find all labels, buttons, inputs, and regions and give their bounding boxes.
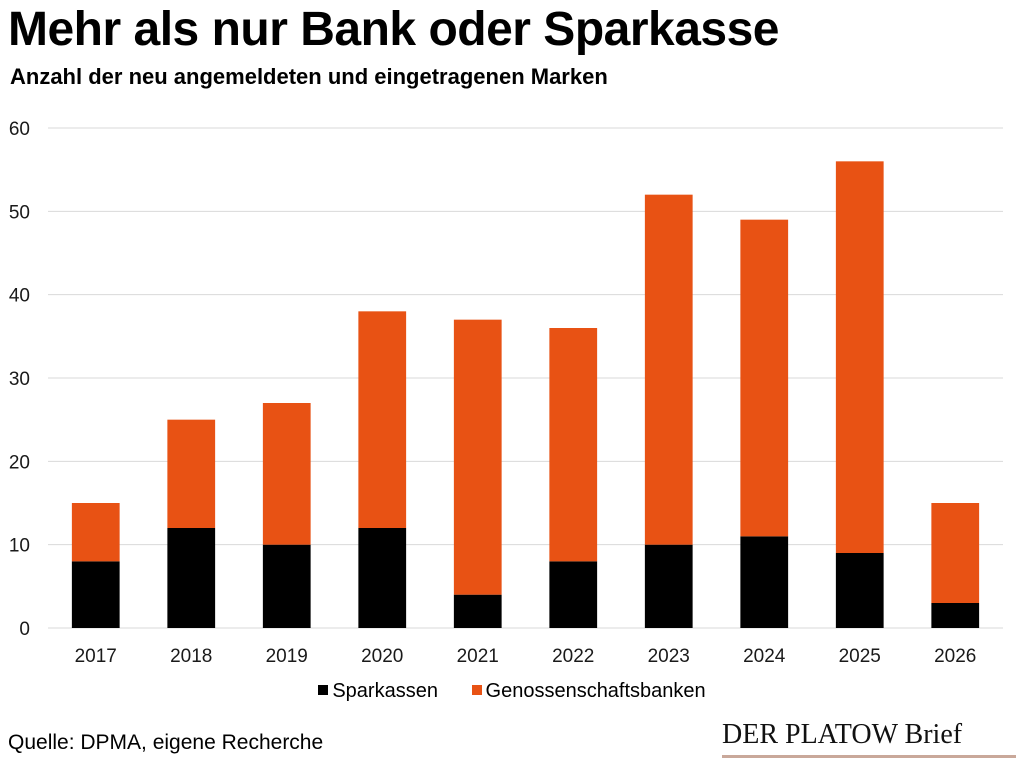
chart-title: Mehr als nur Bank oder Sparkasse xyxy=(8,3,779,56)
bar-segment-genossenschaftsbanken xyxy=(644,194,693,545)
x-tick-label: 2022 xyxy=(552,646,594,667)
bar-segment-genossenschaftsbanken xyxy=(549,328,598,562)
y-tick-label: 30 xyxy=(9,369,30,390)
source-note: Quelle: DPMA, eigene Recherche xyxy=(8,731,324,754)
bar-segment-sparkassen xyxy=(71,561,120,628)
bar-segment-genossenschaftsbanken xyxy=(358,311,407,528)
bar-segment-genossenschaftsbanken xyxy=(167,419,216,528)
bar-segment-genossenschaftsbanken xyxy=(931,503,980,603)
x-tick-label: 2025 xyxy=(839,646,881,667)
legend-swatch-sparkassen xyxy=(318,685,329,695)
bar-segment-sparkassen xyxy=(453,594,502,628)
bar-segment-sparkassen xyxy=(931,603,980,628)
y-tick-label: 60 xyxy=(9,119,30,140)
chart-subtitle: Anzahl der neu angemeldeten und eingetra… xyxy=(10,64,608,89)
bar-segment-genossenschaftsbanken xyxy=(453,319,502,595)
legend: Sparkassen Genossenschaftsbanken xyxy=(0,680,1024,703)
legend-label-sparkassen: Sparkassen xyxy=(332,680,438,702)
bar-segment-genossenschaftsbanken xyxy=(71,503,120,562)
bar-segment-sparkassen xyxy=(358,528,407,628)
x-tick-label: 2021 xyxy=(457,646,499,667)
legend-item-genossenschaftsbanken: Genossenschaftsbanken xyxy=(471,680,706,703)
x-tick-label: 2018 xyxy=(170,646,212,667)
y-tick-label: 0 xyxy=(19,619,30,640)
bar-segment-sparkassen xyxy=(262,544,311,628)
legend-label-genossenschaftsbanken: Genossenschaftsbanken xyxy=(485,680,706,702)
logo-underline xyxy=(722,755,1016,758)
x-tick-label: 2026 xyxy=(934,646,976,667)
bar-segment-sparkassen xyxy=(167,528,216,628)
x-axis-ticks: 2017 2018 2019 2020 2021 2022 2023 2024 2025 2026 xyxy=(75,646,977,667)
y-tick-label: 10 xyxy=(9,536,30,557)
x-tick-label: 2019 xyxy=(266,646,308,667)
x-tick-label: 2020 xyxy=(361,646,403,667)
x-tick-label: 2017 xyxy=(75,646,117,667)
bar-segment-sparkassen xyxy=(835,553,884,628)
y-tick-label: 40 xyxy=(9,286,30,307)
bar-segment-sparkassen xyxy=(740,536,789,628)
x-tick-label: 2024 xyxy=(743,646,786,667)
x-tick-label: 2023 xyxy=(648,646,690,667)
bar-segment-genossenschaftsbanken xyxy=(740,219,789,537)
legend-swatch-genossenschaftsbanken xyxy=(471,685,482,695)
y-tick-label: 20 xyxy=(9,452,30,473)
bar-segment-sparkassen xyxy=(644,544,693,628)
bar-segment-genossenschaftsbanken xyxy=(835,161,884,554)
legend-item-sparkassen: Sparkassen xyxy=(318,680,438,703)
publisher-logo: DER PLATOW Brief xyxy=(722,719,963,750)
y-axis-ticks: 0 10 20 30 40 50 60 xyxy=(9,119,30,640)
bar-segment-genossenschaftsbanken xyxy=(262,403,311,545)
y-tick-label: 50 xyxy=(9,202,30,223)
bar-segment-sparkassen xyxy=(549,561,598,628)
bars xyxy=(71,161,980,628)
